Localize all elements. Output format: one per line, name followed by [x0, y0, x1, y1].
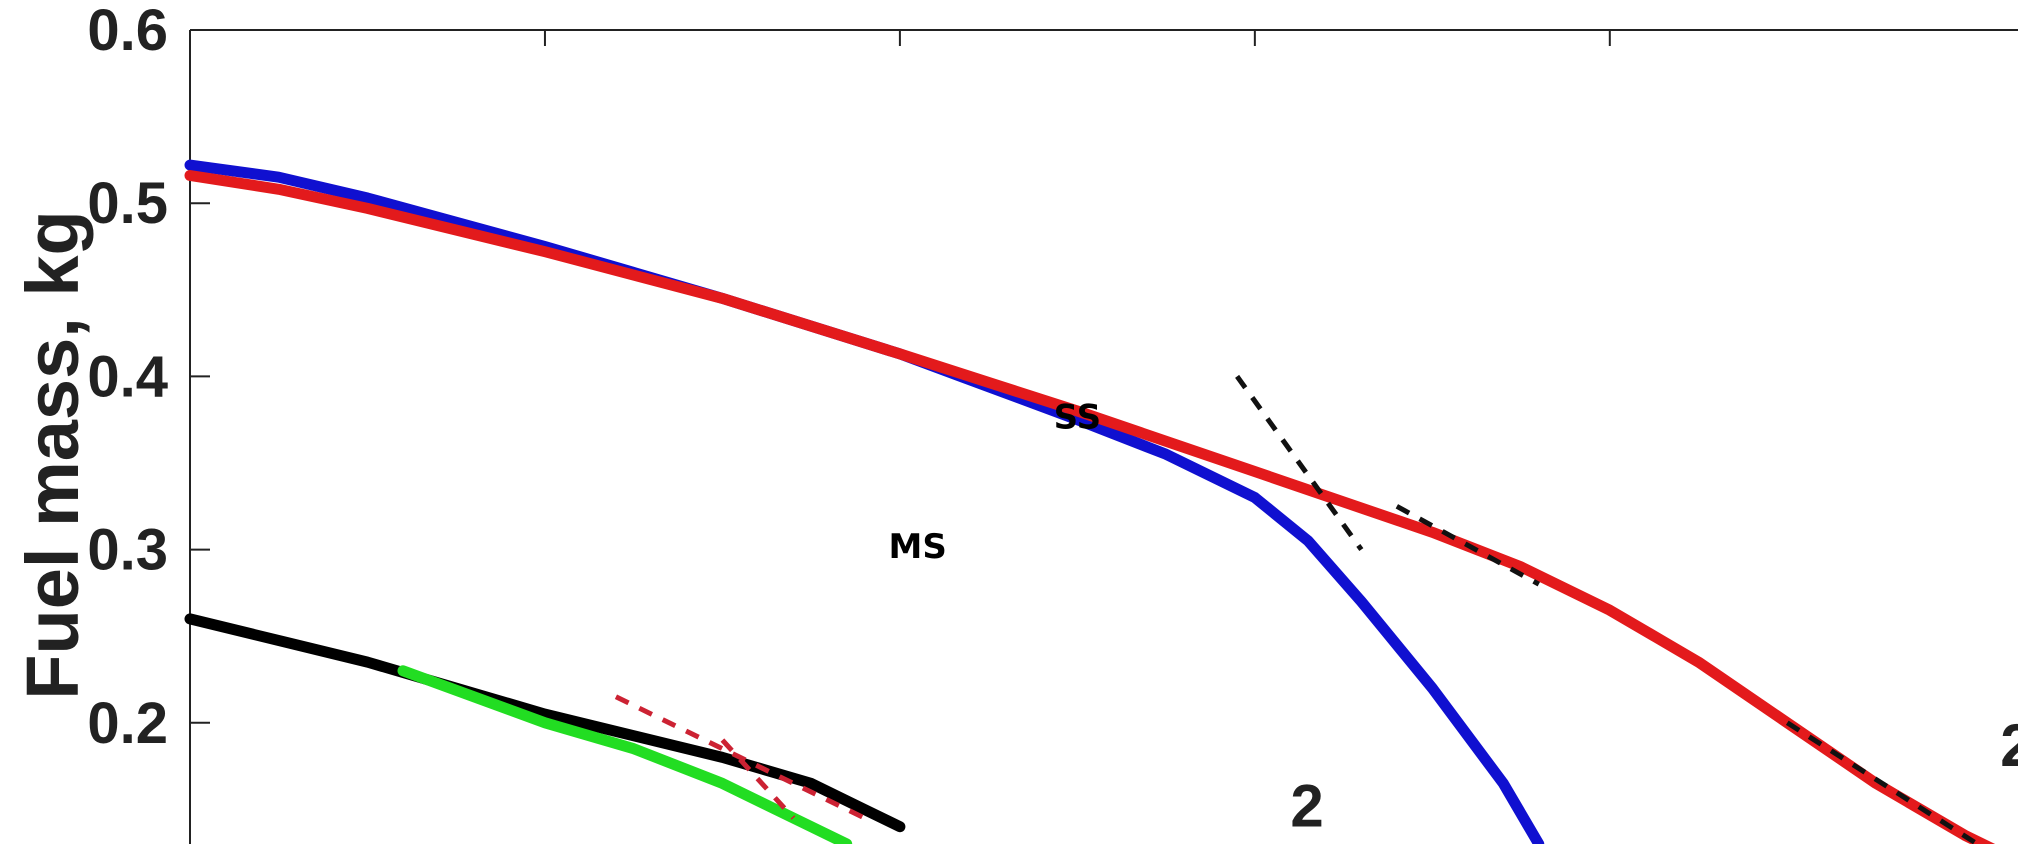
y-tick-label: 0.5: [87, 171, 168, 236]
y-tick-label: 0.4: [87, 344, 168, 409]
axes: 0.6 0.5 0.4 0.3 0.2: [87, 0, 2018, 844]
green-series-line: [397, 665, 853, 844]
y-axis-label: Fuel mass, kg: [11, 210, 94, 699]
fit-line-dashed_black: [1235, 374, 1364, 552]
y-tick-label: 0.3: [87, 518, 168, 583]
annotation-ss: SS: [1054, 397, 1101, 437]
partial-annotation: 2: [1290, 773, 1323, 840]
annotation-ms: MS: [888, 527, 946, 567]
fit-line-dashed_black: [1395, 504, 1541, 587]
y-tick-label: 0.6: [87, 0, 168, 63]
partial-annotation: 2: [2000, 712, 2018, 779]
fit-line-dashed_red: [720, 738, 796, 820]
fit-lines-layer: [614, 374, 1982, 844]
y-tick-label: 0.2: [87, 691, 168, 756]
black-series-line: [184, 613, 906, 833]
red-series-line: [184, 170, 1996, 844]
fit-line-dashed_black: [1785, 720, 1982, 844]
series-layer: [184, 159, 1996, 844]
labels-layer: SS MS 2 2: [888, 397, 2018, 839]
blue-series-line: [184, 159, 1545, 844]
fit-line-dashed_red: [614, 694, 866, 821]
